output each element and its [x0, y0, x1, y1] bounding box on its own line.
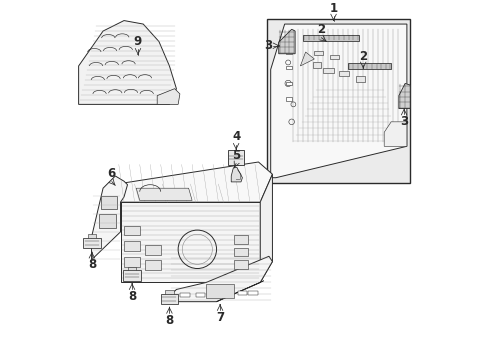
Bar	[285, 66, 291, 69]
Text: 8: 8	[87, 258, 96, 271]
Bar	[338, 71, 348, 76]
Polygon shape	[227, 150, 244, 166]
Bar	[99, 215, 115, 228]
Bar	[234, 248, 247, 256]
Polygon shape	[91, 176, 127, 260]
Bar	[101, 196, 117, 209]
Text: 4: 4	[231, 130, 240, 144]
Text: 9: 9	[134, 35, 142, 48]
Polygon shape	[384, 122, 406, 146]
Polygon shape	[161, 294, 178, 304]
Text: 5: 5	[231, 149, 240, 162]
Text: 2: 2	[359, 50, 366, 63]
Polygon shape	[127, 267, 136, 270]
Bar	[285, 82, 291, 85]
Bar	[205, 284, 234, 298]
Bar	[314, 51, 323, 55]
Polygon shape	[123, 270, 141, 281]
Bar	[237, 291, 247, 295]
Bar	[323, 68, 333, 73]
Bar	[285, 98, 291, 101]
Polygon shape	[278, 29, 295, 54]
Polygon shape	[300, 52, 314, 66]
Polygon shape	[347, 63, 390, 69]
Bar	[356, 76, 364, 82]
Bar	[234, 260, 247, 269]
Text: 8: 8	[165, 314, 173, 327]
Polygon shape	[260, 174, 272, 283]
Polygon shape	[120, 202, 260, 283]
Bar	[285, 50, 291, 54]
Polygon shape	[398, 84, 409, 109]
Bar	[124, 226, 140, 235]
Polygon shape	[216, 281, 263, 302]
Text: 1: 1	[329, 2, 337, 15]
Bar	[266, 19, 409, 183]
Polygon shape	[136, 188, 192, 201]
Bar	[329, 55, 338, 59]
Bar	[124, 257, 140, 267]
Bar	[124, 241, 140, 251]
Bar	[234, 235, 247, 244]
Text: 2: 2	[317, 23, 325, 36]
Bar	[195, 293, 205, 297]
Polygon shape	[157, 89, 180, 104]
Polygon shape	[303, 35, 358, 41]
Text: 3: 3	[264, 39, 272, 52]
Text: 3: 3	[399, 115, 407, 128]
Bar	[144, 245, 161, 255]
Polygon shape	[79, 21, 176, 104]
Text: 7: 7	[216, 311, 224, 324]
Bar	[180, 293, 189, 297]
Polygon shape	[87, 234, 96, 238]
Text: 6: 6	[107, 167, 116, 180]
Polygon shape	[83, 238, 101, 248]
Polygon shape	[165, 290, 173, 294]
Polygon shape	[270, 24, 406, 178]
Bar	[312, 63, 321, 68]
Polygon shape	[117, 162, 272, 202]
Bar	[144, 261, 161, 270]
Text: 8: 8	[128, 290, 136, 303]
Polygon shape	[231, 167, 242, 182]
Bar	[247, 291, 257, 295]
Polygon shape	[169, 256, 272, 302]
